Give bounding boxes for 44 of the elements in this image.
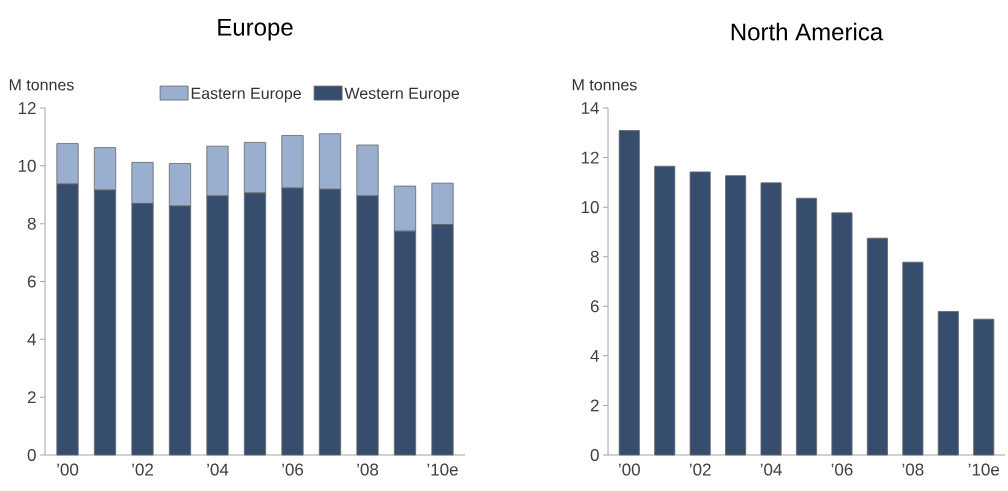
chart-title: Europe (218, 18, 293, 41)
bar (689, 171, 711, 456)
y-axis-title: M tonnes (572, 79, 637, 91)
x-tick-label: ’08 (357, 463, 379, 476)
bar (654, 165, 676, 456)
y-tick-label: 4 (590, 350, 599, 362)
bar (902, 261, 924, 456)
y-tick-label: 2 (27, 391, 36, 404)
x-tick-label: ’08 (902, 463, 924, 476)
y-tick-label: 6 (590, 300, 599, 313)
x-tick-label: ’06 (282, 463, 304, 476)
x-tick-label: ’10e (427, 463, 458, 476)
x-tick-label: ’02 (132, 463, 153, 476)
bar (796, 197, 818, 456)
x-tick-label: ’02 (689, 463, 711, 476)
y-tick-label: 12 (581, 151, 599, 164)
y-tick-label: 6 (27, 275, 36, 288)
y-tick-label: 10 (18, 159, 36, 172)
y-tick-label: 12 (18, 102, 36, 114)
bar (618, 130, 640, 456)
y-tick-label: 0 (27, 448, 36, 462)
legend-label: Eastern Europe (191, 87, 301, 103)
x-tick-label: ’06 (831, 463, 853, 476)
y-axis-title: M tonnes (9, 79, 74, 91)
bar (866, 237, 888, 456)
bar (937, 311, 959, 456)
legend-label: Western Europe (344, 87, 460, 103)
y-tick-label: 8 (590, 250, 599, 263)
x-tick-label: ’10e (968, 463, 1000, 476)
x-tick-label: ’04 (760, 463, 782, 476)
x-tick-label: ’00 (57, 463, 79, 476)
y-tick-label: 2 (590, 399, 599, 412)
y-tick-label: 0 (590, 448, 599, 462)
bar (725, 175, 747, 456)
y-tick-label: 10 (581, 201, 599, 214)
bar (973, 318, 995, 456)
y-tick-label: 8 (27, 217, 36, 230)
bar (831, 212, 853, 456)
y-tick-label: 14 (581, 102, 599, 114)
x-tick-label: ’00 (618, 463, 640, 476)
y-tick-label: 4 (27, 333, 36, 346)
bar (760, 182, 782, 456)
chart-title: North America (731, 22, 884, 41)
x-tick-label: ’04 (207, 463, 229, 476)
